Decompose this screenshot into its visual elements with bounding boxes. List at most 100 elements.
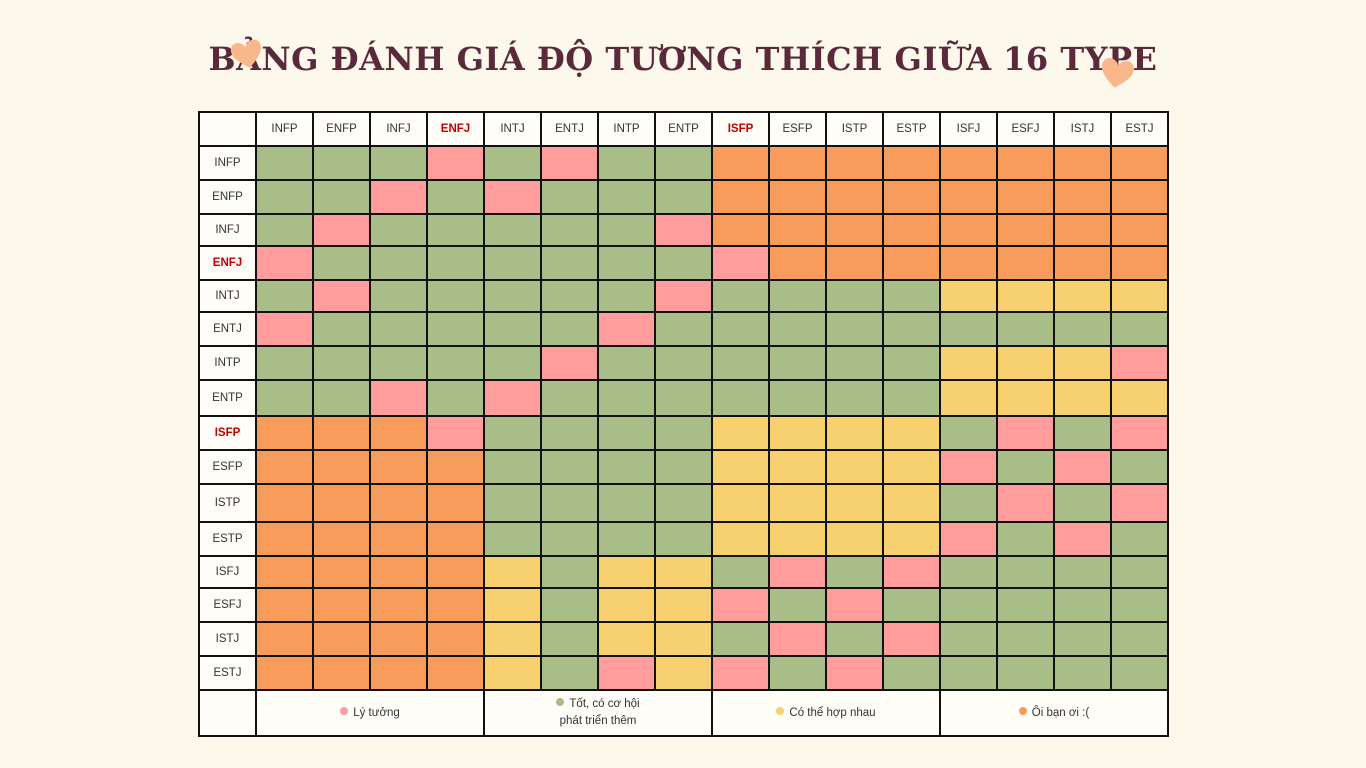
heatmap-cell bbox=[1053, 379, 1112, 417]
heatmap-cell bbox=[939, 587, 998, 623]
heatmap-cell bbox=[768, 379, 827, 417]
heatmap-cell bbox=[255, 279, 314, 313]
heatmap-cell bbox=[939, 483, 998, 523]
heatmap-cell bbox=[939, 655, 998, 691]
heatmap-cell bbox=[1053, 145, 1112, 181]
heatmap-cell bbox=[597, 483, 656, 523]
heatmap-cell bbox=[882, 483, 941, 523]
heatmap-cell bbox=[369, 655, 428, 691]
heatmap-cell bbox=[426, 179, 485, 215]
table-row: INTJ bbox=[198, 279, 1169, 313]
heatmap-cell bbox=[939, 521, 998, 557]
heatmap-cell bbox=[597, 449, 656, 485]
heatmap-cell bbox=[597, 379, 656, 417]
compatibility-heatmap: INFP ENFP INFJ ENFJ INTJ ENTJ INTP ENTP ISFP ESFP… bbox=[198, 111, 1169, 737]
heatmap-cell bbox=[369, 179, 428, 215]
heatmap-cell bbox=[483, 213, 542, 247]
heatmap-cell bbox=[483, 415, 542, 451]
heatmap-cell bbox=[654, 345, 713, 381]
heatmap-cell bbox=[825, 655, 884, 691]
heatmap-cell bbox=[540, 415, 599, 451]
heatmap-cell bbox=[312, 145, 371, 181]
column-label: ESFP bbox=[768, 111, 827, 147]
heatmap-cell bbox=[483, 555, 542, 589]
heatmap-cell bbox=[996, 483, 1055, 523]
heatmap-cell bbox=[711, 245, 770, 281]
heatmap-cell bbox=[825, 311, 884, 347]
heatmap-cell bbox=[882, 655, 941, 691]
heatmap-cell bbox=[1110, 449, 1169, 485]
heatmap-cell bbox=[711, 521, 770, 557]
heatmap-cell bbox=[996, 655, 1055, 691]
table-row: INFJ bbox=[198, 213, 1169, 247]
heatmap-cell bbox=[426, 415, 485, 451]
heatmap-cell bbox=[597, 213, 656, 247]
table-row: ISFJ bbox=[198, 555, 1169, 589]
heatmap-cell bbox=[1053, 621, 1112, 657]
table-row: ESFP bbox=[198, 449, 1169, 485]
heatmap-cell bbox=[996, 555, 1055, 589]
heatmap-cell bbox=[1110, 279, 1169, 313]
row-label: INFJ bbox=[198, 213, 257, 247]
row-label: ESFJ bbox=[198, 587, 257, 623]
row-label: ESTP bbox=[198, 521, 257, 557]
row-label: ISTJ bbox=[198, 621, 257, 657]
heatmap-cell bbox=[597, 655, 656, 691]
legend-label: Lý tưởng bbox=[353, 706, 400, 719]
heatmap-cell bbox=[483, 145, 542, 181]
heatmap-cell bbox=[255, 213, 314, 247]
heatmap-cell bbox=[483, 621, 542, 657]
legend-dot-icon bbox=[340, 706, 349, 715]
heatmap-cell bbox=[255, 483, 314, 523]
heatmap-cell bbox=[540, 245, 599, 281]
column-label: ENFP bbox=[312, 111, 371, 147]
heatmap-cell bbox=[768, 449, 827, 485]
heatmap-cell bbox=[369, 587, 428, 623]
column-label: ESTJ bbox=[1110, 111, 1169, 147]
heatmap-cell bbox=[825, 449, 884, 485]
heatmap-cell bbox=[654, 449, 713, 485]
heatmap-cell bbox=[369, 379, 428, 417]
heatmap-cell bbox=[312, 213, 371, 247]
row-label: ENFJ bbox=[198, 245, 257, 281]
heatmap-cell bbox=[996, 213, 1055, 247]
heatmap-cell bbox=[768, 213, 827, 247]
heatmap-cell bbox=[426, 145, 485, 181]
heatmap-cell bbox=[996, 449, 1055, 485]
heatmap-cell bbox=[768, 555, 827, 589]
legend-item: Tốt, có cơ hội phát triển thêm bbox=[483, 689, 713, 737]
heatmap-cell bbox=[1053, 449, 1112, 485]
heatmap-cell bbox=[825, 621, 884, 657]
heatmap-cell bbox=[711, 655, 770, 691]
heatmap-cell bbox=[654, 483, 713, 523]
heatmap-cell bbox=[654, 587, 713, 623]
heatmap-cell bbox=[711, 345, 770, 381]
heatmap-cell bbox=[939, 213, 998, 247]
table-row: ENFP bbox=[198, 179, 1169, 215]
heatmap-cell bbox=[1110, 145, 1169, 181]
heatmap-cell bbox=[825, 279, 884, 313]
heatmap-cell bbox=[939, 449, 998, 485]
heatmap-cell bbox=[255, 449, 314, 485]
heatmap-cell bbox=[369, 415, 428, 451]
heatmap-cell bbox=[426, 521, 485, 557]
heatmap-cell bbox=[996, 379, 1055, 417]
heatmap-cell bbox=[996, 311, 1055, 347]
heatmap-cell bbox=[597, 179, 656, 215]
heatmap-cell bbox=[312, 587, 371, 623]
heart-icon-left bbox=[230, 39, 261, 68]
heatmap-cell bbox=[825, 555, 884, 589]
heatmap-cell bbox=[882, 379, 941, 417]
heatmap-cell bbox=[1110, 311, 1169, 347]
heatmap-cell bbox=[768, 245, 827, 281]
heatmap-cell bbox=[426, 655, 485, 691]
column-header-row: INFP ENFP INFJ ENFJ INTJ ENTJ INTP ENTP ISFP ESFP… bbox=[198, 111, 1169, 147]
heatmap-cell bbox=[939, 279, 998, 313]
heatmap-cell bbox=[369, 245, 428, 281]
heatmap-cell bbox=[768, 279, 827, 313]
heatmap-cell bbox=[939, 145, 998, 181]
heatmap-cell bbox=[597, 345, 656, 381]
heatmap-cell bbox=[369, 449, 428, 485]
legend-blank-cell bbox=[198, 689, 257, 737]
heatmap-cell bbox=[312, 279, 371, 313]
